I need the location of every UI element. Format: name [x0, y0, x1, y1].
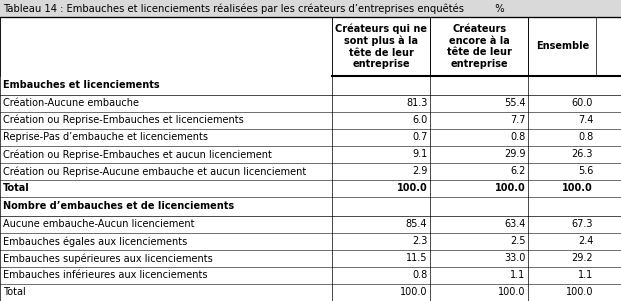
- Bar: [0, 112, 621, 129]
- Text: 29.2: 29.2: [571, 253, 593, 263]
- Text: 1.1: 1.1: [510, 270, 525, 281]
- Text: 0.7: 0.7: [412, 132, 427, 142]
- Text: Création ou Reprise-Embauches et aucun licenciement: Création ou Reprise-Embauches et aucun l…: [3, 149, 272, 160]
- Bar: [0, 267, 621, 284]
- Text: 85.4: 85.4: [406, 219, 427, 229]
- Text: 100.0: 100.0: [563, 183, 593, 193]
- Text: Aucune embauche-Aucun licenciement: Aucune embauche-Aucun licenciement: [3, 219, 194, 229]
- Text: Création ou Reprise-Aucune embauche et aucun licenciement: Création ou Reprise-Aucune embauche et a…: [3, 166, 306, 177]
- Bar: [0, 17, 621, 76]
- Text: Embauches supérieures aux licenciements: Embauches supérieures aux licenciements: [3, 253, 213, 264]
- Bar: [430, 17, 528, 76]
- Bar: [0, 250, 621, 267]
- Bar: [0, 216, 621, 233]
- Text: 100.0: 100.0: [495, 183, 525, 193]
- Text: 0.8: 0.8: [578, 132, 593, 142]
- Text: Embauches égales aux licenciements: Embauches égales aux licenciements: [3, 236, 188, 247]
- Text: 81.3: 81.3: [406, 98, 427, 108]
- Text: 55.4: 55.4: [504, 98, 525, 108]
- Bar: [0, 163, 621, 180]
- Text: 6.0: 6.0: [412, 115, 427, 125]
- Text: 6.2: 6.2: [510, 166, 525, 176]
- Text: 0.8: 0.8: [412, 270, 427, 281]
- Text: Tableau 14 : Embauches et licenciements réalisées par les créateurs d’entreprise: Tableau 14 : Embauches et licenciements …: [3, 3, 505, 14]
- Bar: [0, 95, 621, 112]
- Text: 7.7: 7.7: [510, 115, 525, 125]
- Text: 33.0: 33.0: [504, 253, 525, 263]
- Text: Total: Total: [3, 183, 30, 193]
- Text: Total: Total: [3, 287, 25, 297]
- Text: 5.6: 5.6: [578, 166, 593, 176]
- Text: Embauches et licenciements: Embauches et licenciements: [3, 80, 160, 90]
- Bar: [0, 180, 621, 197]
- Text: 2.5: 2.5: [510, 236, 525, 246]
- Bar: [0, 284, 621, 301]
- Text: 7.4: 7.4: [578, 115, 593, 125]
- Text: 0.8: 0.8: [510, 132, 525, 142]
- Text: 9.1: 9.1: [412, 149, 427, 159]
- Text: Ensemble: Ensemble: [536, 41, 589, 51]
- Bar: [332, 17, 430, 76]
- Text: 63.4: 63.4: [504, 219, 525, 229]
- Bar: [0, 0, 621, 17]
- Text: Créateurs
encore à la
tête de leur
entreprise: Créateurs encore à la tête de leur entre…: [447, 24, 512, 69]
- Text: Création-Aucune embauche: Création-Aucune embauche: [3, 98, 139, 108]
- Text: 29.9: 29.9: [504, 149, 525, 159]
- Text: 67.3: 67.3: [572, 219, 593, 229]
- Text: 100.0: 100.0: [400, 287, 427, 297]
- Text: 11.5: 11.5: [406, 253, 427, 263]
- Bar: [528, 17, 596, 76]
- Text: 100.0: 100.0: [566, 287, 593, 297]
- Text: Embauches inférieures aux licenciements: Embauches inférieures aux licenciements: [3, 270, 207, 281]
- Text: 2.4: 2.4: [578, 236, 593, 246]
- Text: 60.0: 60.0: [572, 98, 593, 108]
- Bar: [0, 233, 621, 250]
- Text: Nombre d’embauches et de licenciements: Nombre d’embauches et de licenciements: [3, 201, 234, 211]
- Bar: [0, 146, 621, 163]
- Text: 100.0: 100.0: [397, 183, 427, 193]
- Text: 2.3: 2.3: [412, 236, 427, 246]
- Bar: [0, 197, 621, 216]
- Text: Création ou Reprise-Embauches et licenciements: Création ou Reprise-Embauches et licenci…: [3, 115, 244, 126]
- Text: Créateurs qui ne
sont plus à la
tête de leur
entreprise: Créateurs qui ne sont plus à la tête de …: [335, 23, 427, 69]
- Text: 26.3: 26.3: [572, 149, 593, 159]
- Bar: [0, 129, 621, 146]
- Bar: [0, 76, 621, 95]
- Text: Reprise-Pas d’embauche et licenciements: Reprise-Pas d’embauche et licenciements: [3, 132, 208, 142]
- Text: 1.1: 1.1: [578, 270, 593, 281]
- Text: 100.0: 100.0: [498, 287, 525, 297]
- Text: 2.9: 2.9: [412, 166, 427, 176]
